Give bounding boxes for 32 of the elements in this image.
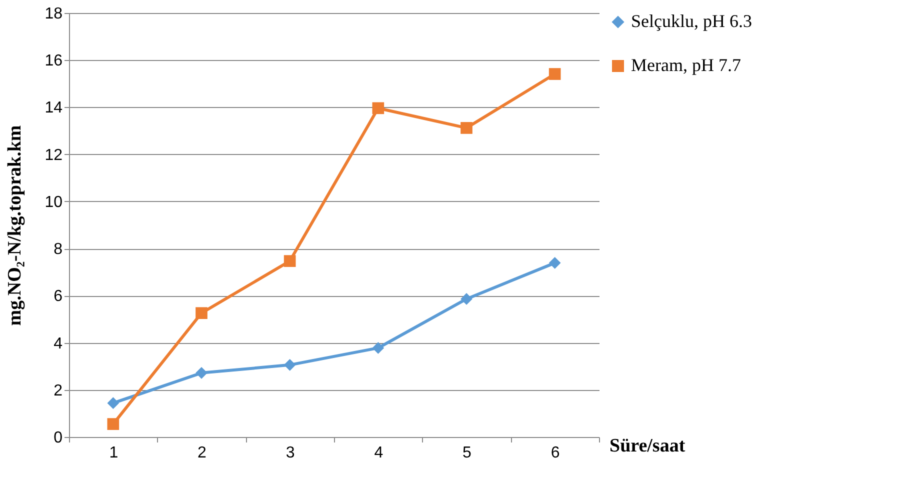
x-tick-label: 6 [550, 444, 560, 462]
x-tick-label: 5 [462, 444, 472, 462]
point [284, 359, 296, 371]
point [460, 293, 472, 305]
y-tick-label: 8 [54, 241, 63, 258]
y-axis-title: mg.NO₂-N/kg.toprak.km [4, 125, 26, 326]
x-tick-label: 1 [109, 444, 118, 462]
y-tick-label: 6 [54, 288, 63, 306]
point [107, 397, 120, 409]
y-tick-label: 12 [44, 146, 63, 164]
point [372, 342, 384, 354]
point [107, 418, 120, 430]
y-tick-label: 14 [44, 100, 63, 117]
legend-label: Meram, pH 7.7 [631, 55, 741, 75]
point [196, 307, 208, 320]
legend-label: Selçuklu, pH 6.3 [631, 11, 752, 31]
y-tick-label: 2 [54, 382, 63, 400]
x-tick-label: 3 [286, 444, 295, 462]
x-tick-label: 4 [374, 444, 384, 462]
point [548, 68, 561, 80]
y-tick-label: 0 [54, 430, 63, 446]
y-tick-label: 4 [54, 335, 63, 352]
point [284, 255, 296, 267]
point [372, 102, 384, 114]
x-axis-title: Süre/saat [610, 436, 686, 456]
point [460, 122, 472, 134]
y-tick-label: 16 [44, 52, 63, 70]
point [548, 257, 561, 269]
point [196, 367, 208, 379]
x-tick-label: 2 [198, 444, 207, 462]
y-tick-label: 10 [44, 194, 63, 211]
y-tick-label: 18 [44, 6, 63, 22]
